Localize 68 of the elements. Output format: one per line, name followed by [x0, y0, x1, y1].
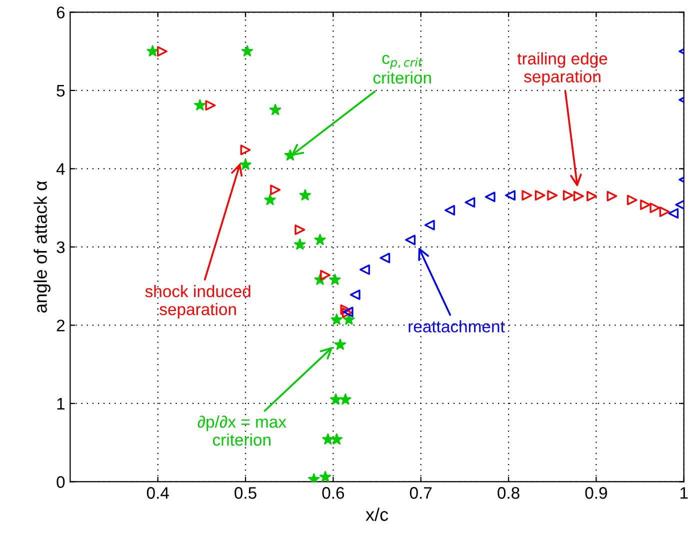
point [294, 238, 306, 250]
y-tick-label: 5 [56, 85, 65, 97]
point [350, 289, 360, 300]
y-tick-label: 1 [57, 398, 64, 410]
point [640, 199, 651, 210]
x-tick-label: 0.6 [322, 487, 344, 499]
x-tick-label: 0.9 [585, 487, 607, 499]
point [659, 206, 670, 217]
point [322, 433, 334, 445]
point [270, 104, 282, 116]
point [308, 473, 320, 482]
point [668, 208, 679, 219]
point [380, 252, 390, 264]
point [573, 190, 584, 202]
point [650, 202, 660, 214]
annotation: trailing edge separation [517, 52, 608, 86]
point [444, 204, 456, 216]
x-tick-label: 1 [680, 487, 688, 499]
point [330, 394, 342, 405]
point [241, 45, 254, 56]
point [340, 394, 352, 405]
point [319, 470, 332, 482]
point [340, 304, 351, 315]
x-tick-label: 0.7 [410, 487, 432, 499]
point [606, 190, 618, 202]
point [294, 224, 306, 235]
point [314, 234, 326, 245]
annotation: reattachment [408, 320, 505, 332]
point [547, 190, 558, 201]
point [360, 264, 370, 275]
point [157, 46, 168, 57]
annotation: c$_{p,crit}$ criterion [373, 54, 431, 84]
point [562, 190, 574, 201]
point [586, 190, 598, 202]
point [464, 197, 476, 208]
x-axis-title: x/c [366, 508, 388, 521]
x-tick-label: 0.8 [498, 487, 520, 499]
point [534, 190, 546, 201]
point [505, 190, 516, 201]
y-tick-label: 3 [56, 241, 65, 254]
point [626, 194, 638, 206]
point [264, 194, 276, 206]
annotation: ∂p/∂x = max criterion [198, 416, 286, 446]
point [334, 338, 346, 350]
point [484, 192, 496, 202]
point [329, 274, 341, 285]
point [240, 158, 252, 170]
point [405, 234, 416, 246]
point [343, 314, 355, 325]
point [299, 189, 311, 200]
y-axis-title: angle of attack α [34, 181, 50, 313]
point [146, 45, 158, 56]
point [330, 314, 343, 325]
y-tick-label: 6 [56, 6, 65, 18]
point [320, 270, 331, 280]
y-tick-label: 4 [56, 163, 65, 175]
y-tick-label: 0 [56, 476, 65, 488]
point [240, 144, 251, 156]
point [424, 220, 435, 230]
x-tick-label: 0.4 [146, 487, 169, 499]
point [205, 100, 216, 111]
y-tick-label: 2 [56, 320, 64, 332]
point [522, 190, 532, 201]
point [330, 433, 343, 445]
point [194, 99, 206, 110]
annotation: shock induced separation [145, 285, 250, 319]
x-tick-label: 0.5 [234, 487, 256, 499]
point [270, 184, 281, 196]
